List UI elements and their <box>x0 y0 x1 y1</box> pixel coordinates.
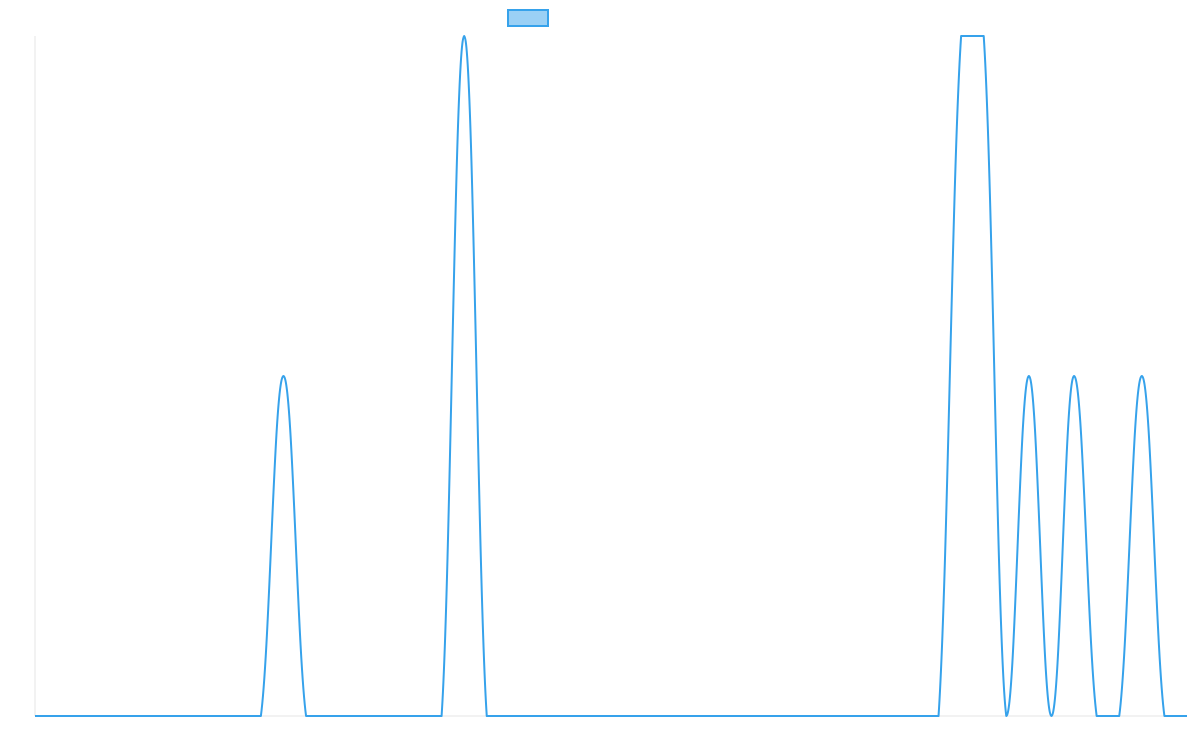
legend[interactable] <box>507 9 549 27</box>
series-layer <box>35 35 1187 717</box>
series-line-0 <box>35 35 1187 717</box>
legend-swatch[interactable] <box>507 9 549 27</box>
